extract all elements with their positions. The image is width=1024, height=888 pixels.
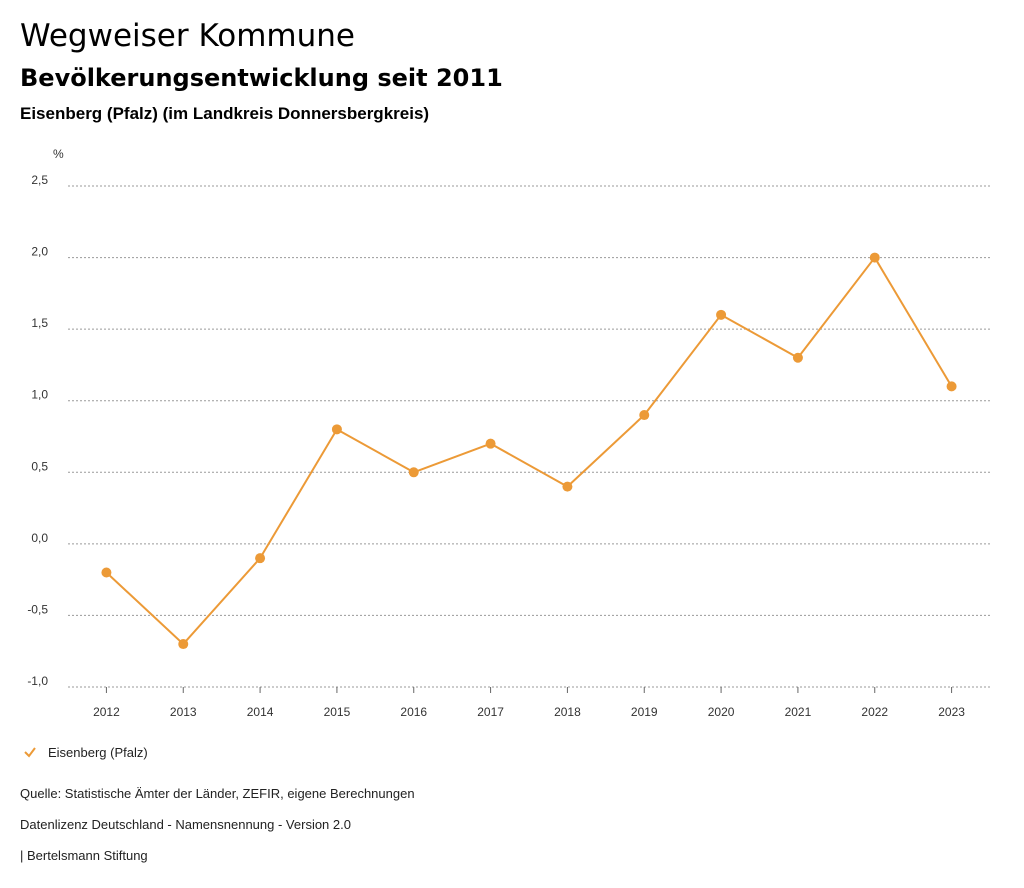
y-tick-label: -0,5 [27, 602, 48, 616]
y-tick-label: 0,5 [31, 459, 48, 473]
data-point[interactable] [255, 553, 266, 564]
license-note: Datenlizenz Deutschland - Namensnennung … [20, 817, 351, 832]
data-point[interactable] [639, 410, 650, 421]
x-tick-label: 2015 [324, 705, 351, 719]
data-point[interactable] [716, 309, 727, 320]
x-tick-label: 2020 [708, 705, 735, 719]
data-point[interactable] [408, 467, 419, 478]
x-axis: 2012 2013 2014 2015 2016 2017 2018 2019 2020 2021… [93, 687, 965, 719]
y-tick-label: 1,5 [31, 316, 48, 330]
x-tick-label: 2022 [861, 705, 888, 719]
data-point[interactable] [331, 424, 342, 435]
legend-label: Eisenberg (Pfalz) [48, 744, 148, 760]
x-tick-label: 2013 [170, 705, 197, 719]
check-icon [24, 747, 36, 758]
line-chart: % -1,0-0,50,00,51,01,52,02,5 2012 2013 201… [27, 147, 990, 719]
series-eisenberg [101, 252, 957, 650]
x-tick-label: 2019 [631, 705, 658, 719]
x-tick-label: 2018 [554, 705, 581, 719]
source-note: Quelle: Statistische Ämter der Länder, Z… [20, 786, 415, 801]
legend[interactable]: Eisenberg (Pfalz) [22, 744, 148, 760]
y-tick-label: -1,0 [27, 674, 48, 688]
page-title: Wegweiser Kommune [20, 18, 355, 54]
publisher-note: | Bertelsmann Stiftung [20, 848, 148, 863]
y-tick-label: 1,0 [31, 388, 48, 402]
series-line [105, 256, 953, 646]
data-point[interactable] [178, 639, 189, 650]
x-tick-label: 2023 [938, 705, 965, 719]
y-tick-label: 2,0 [31, 245, 48, 259]
y-axis: -1,0 -0,5 0,0 0,5 1,0 1,5 2,0 2,5 [27, 173, 48, 688]
data-point[interactable] [562, 481, 573, 492]
x-tick-label: 2021 [785, 705, 812, 719]
chart-subtitle: Bevölkerungsentwicklung seit 2011 [20, 64, 503, 92]
y-tick-label: 2,5 [31, 173, 48, 187]
grid-lines [68, 185, 990, 688]
x-tick-label: 2016 [400, 705, 427, 719]
x-tick-label: 2012 [93, 705, 120, 719]
x-tick-label: 2017 [477, 705, 504, 719]
x-tick-label: 2014 [247, 705, 274, 719]
data-point[interactable] [101, 567, 112, 578]
data-point[interactable] [792, 352, 803, 363]
data-point[interactable] [946, 381, 957, 392]
data-point[interactable] [869, 252, 880, 263]
region-label: Eisenberg (Pfalz) (im Landkreis Donnersb… [20, 104, 430, 123]
y-tick-label: 0,0 [31, 531, 48, 545]
y-axis-unit: % [53, 147, 64, 161]
data-point[interactable] [485, 438, 496, 449]
